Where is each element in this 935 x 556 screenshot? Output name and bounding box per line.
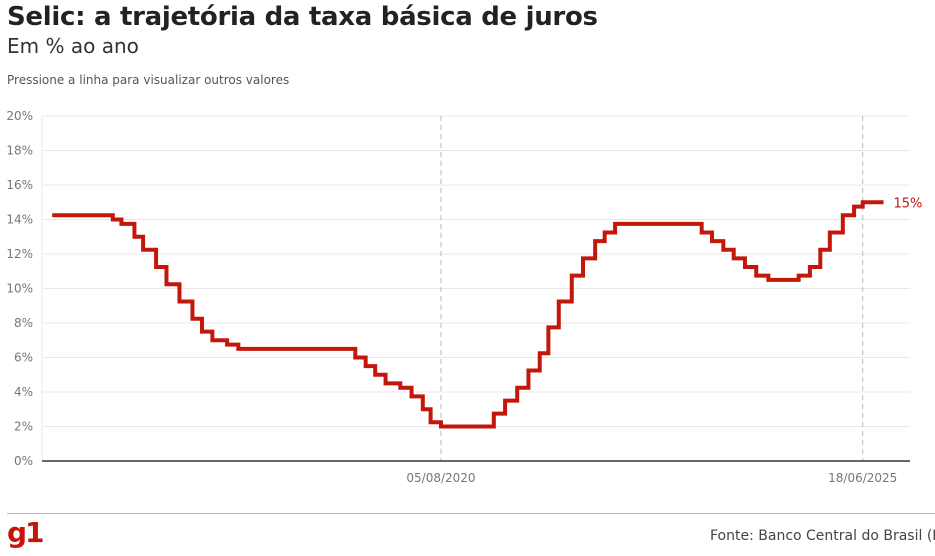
footer-divider xyxy=(7,513,935,514)
y-tick-label: 20% xyxy=(6,109,33,123)
y-tick-label: 10% xyxy=(6,282,33,296)
y-tick-label: 16% xyxy=(6,178,33,192)
selic-line xyxy=(52,200,884,429)
end-value-label: 15% xyxy=(894,196,923,211)
chart-title: Selic: a trajetória da taxa básica de ju… xyxy=(7,2,598,32)
chart-hint: Pressione a linha para visualizar outros… xyxy=(7,73,290,87)
source-text: Fonte: Banco Central do Brasil (BCB) xyxy=(710,528,935,544)
y-tick-label: 4% xyxy=(14,385,33,399)
y-tick-label: 6% xyxy=(14,351,33,365)
x-tick-label: 18/06/2025 xyxy=(828,471,897,485)
y-tick-label: 12% xyxy=(6,247,33,261)
y-tick-label: 18% xyxy=(6,144,33,158)
x-tick-label: 05/08/2020 xyxy=(406,471,475,485)
y-tick-label: 8% xyxy=(14,316,33,330)
chart-subtitle: Em % ao ano xyxy=(7,34,139,58)
g1-logo: g1 xyxy=(7,516,45,549)
y-tick-label: 14% xyxy=(6,213,33,227)
y-tick-label: 0% xyxy=(14,454,33,468)
selic-chart[interactable]: 0% 2% 4% 6% 8% 10% 12% 14% 16% 18% 20% 05/08/2020 18… xyxy=(0,0,935,510)
y-tick-label: 2% xyxy=(14,420,33,434)
